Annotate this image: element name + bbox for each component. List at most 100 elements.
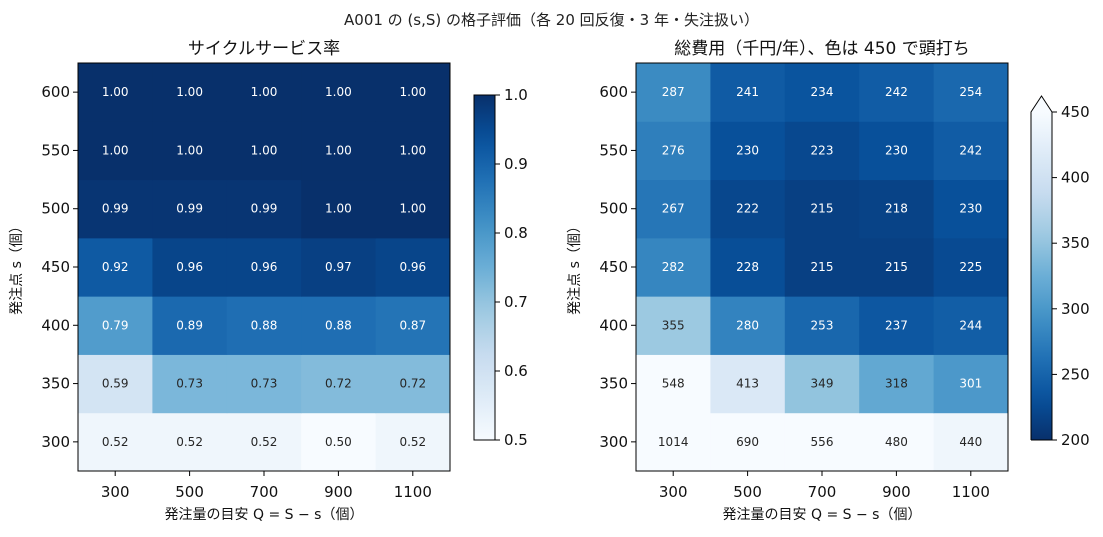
heatmap-cell [226,354,302,414]
heatmap-cell [152,237,228,297]
cell-value-label: 215 [811,202,834,216]
cell-value-label: 0.99 [251,202,278,216]
cell-value-label: 234 [811,85,834,99]
cell-value-label: 0.52 [251,435,278,449]
cell-value-label: 0.99 [102,202,129,216]
x-axis-label: 発注量の目安 Q = S − s（個） [723,507,922,523]
heatmap-cell [636,121,711,181]
heatmap-cell [933,354,1009,414]
x-tick-label: 1100 [952,483,990,501]
cell-value-label: 1.00 [399,202,426,216]
colorbar-tick-label: 300 [1061,300,1090,318]
x-tick-label: 1100 [394,483,432,501]
cell-value-label: 276 [662,143,685,157]
heatmap-cell [636,354,711,414]
heatmap-cell [301,121,377,181]
heatmap-cell [301,63,377,122]
heatmap-cell [636,412,711,472]
cell-value-label: 0.50 [325,435,352,449]
cell-value-label: 0.88 [325,318,352,332]
cell-value-label: 228 [736,260,759,274]
heatmap-cell [710,237,786,297]
heatmap-cell [152,63,228,122]
cell-value-label: 1.00 [251,85,278,99]
y-tick-label: 600 [41,83,70,101]
heatmap-cell [375,179,451,239]
cell-value-label: 1.00 [176,85,203,99]
heatmap-cell [78,179,153,239]
heatmap-cell [226,63,302,122]
cell-value-label: 0.88 [251,318,278,332]
heatmap-cell [636,237,711,297]
figure-suptitle: A001 の (s,S) の格子評価（各 20 回反復・3 年・失注扱い） [344,11,759,29]
heatmap-cell [226,412,302,472]
colorbar-tick-label: 0.7 [504,293,528,311]
cell-value-label: 237 [885,318,908,332]
colorbar-tick-label: 250 [1061,365,1090,383]
y-tick-label: 550 [599,141,628,159]
x-tick-label: 900 [882,483,911,501]
cell-value-label: 0.52 [102,435,129,449]
cell-value-label: 0.96 [176,260,203,274]
cell-value-label: 1.00 [102,85,129,99]
cell-value-label: 215 [885,260,908,274]
cell-value-label: 556 [811,435,834,449]
cell-value-label: 230 [959,202,982,216]
colorbar-gradient [1031,112,1052,440]
cell-value-label: 230 [885,143,908,157]
y-tick-label: 450 [41,258,70,276]
heatmap-cell [933,63,1009,122]
heatmap-cell [933,179,1009,239]
colorbar-tick-label: 0.8 [504,224,528,242]
cell-value-label: 440 [959,435,982,449]
heatmap-cell [859,121,935,181]
heatmap-cell [933,412,1009,472]
cell-value-label: 0.52 [399,435,426,449]
heatmap-cell [226,237,302,297]
cell-value-label: 1.00 [325,143,352,157]
cell-value-label: 282 [662,260,685,274]
heatmap-cell [375,237,451,297]
y-tick-label: 600 [599,83,628,101]
heatmap-cell [78,121,153,181]
heatmap-cell [784,121,860,181]
cell-value-label: 0.79 [102,318,129,332]
cell-value-label: 254 [959,85,982,99]
cell-value-label: 253 [811,318,834,332]
colorbar-tick-label: 200 [1061,431,1090,449]
cell-value-label: 349 [811,377,834,391]
colorbar: 200 250 300 350 400 450 [1030,95,1090,449]
cell-value-label: 1.00 [325,202,352,216]
heatmap-cell [710,296,786,355]
colorbar-outline [473,94,496,441]
y-tick-label: 500 [599,200,628,218]
cell-value-label: 287 [662,85,685,99]
cell-value-label: 0.99 [176,202,203,216]
heatmap-cell [710,412,786,472]
cell-value-label: 1.00 [399,85,426,99]
heatmap-cell [301,354,377,414]
colorbar-tick-label: 0.6 [504,362,528,380]
heatmap-cell [78,296,153,355]
cell-value-label: 0.92 [102,260,129,274]
heatmap-cell [859,296,935,355]
colorbar-tick-label: 0.9 [504,155,528,173]
heatmap-cell [859,412,935,472]
cell-value-label: 280 [736,318,759,332]
cell-value-label: 0.52 [176,435,203,449]
heatmap-cell [152,121,228,181]
heatmap-cell [375,121,451,181]
cell-value-label: 0.87 [399,318,426,332]
heatmap-cell [78,354,153,414]
cell-value-label: 218 [885,202,908,216]
colorbar-tick-label: 0.5 [504,431,528,449]
heatmap-cell [226,179,302,239]
cell-value-label: 0.59 [102,377,129,391]
colorbar-tick-label: 450 [1061,103,1090,121]
heatmap-cell [375,412,451,472]
heatmap-cell [152,296,228,355]
cell-value-label: 244 [959,318,982,332]
x-tick-label: 700 [808,483,837,501]
heatmap-cell [375,354,451,414]
